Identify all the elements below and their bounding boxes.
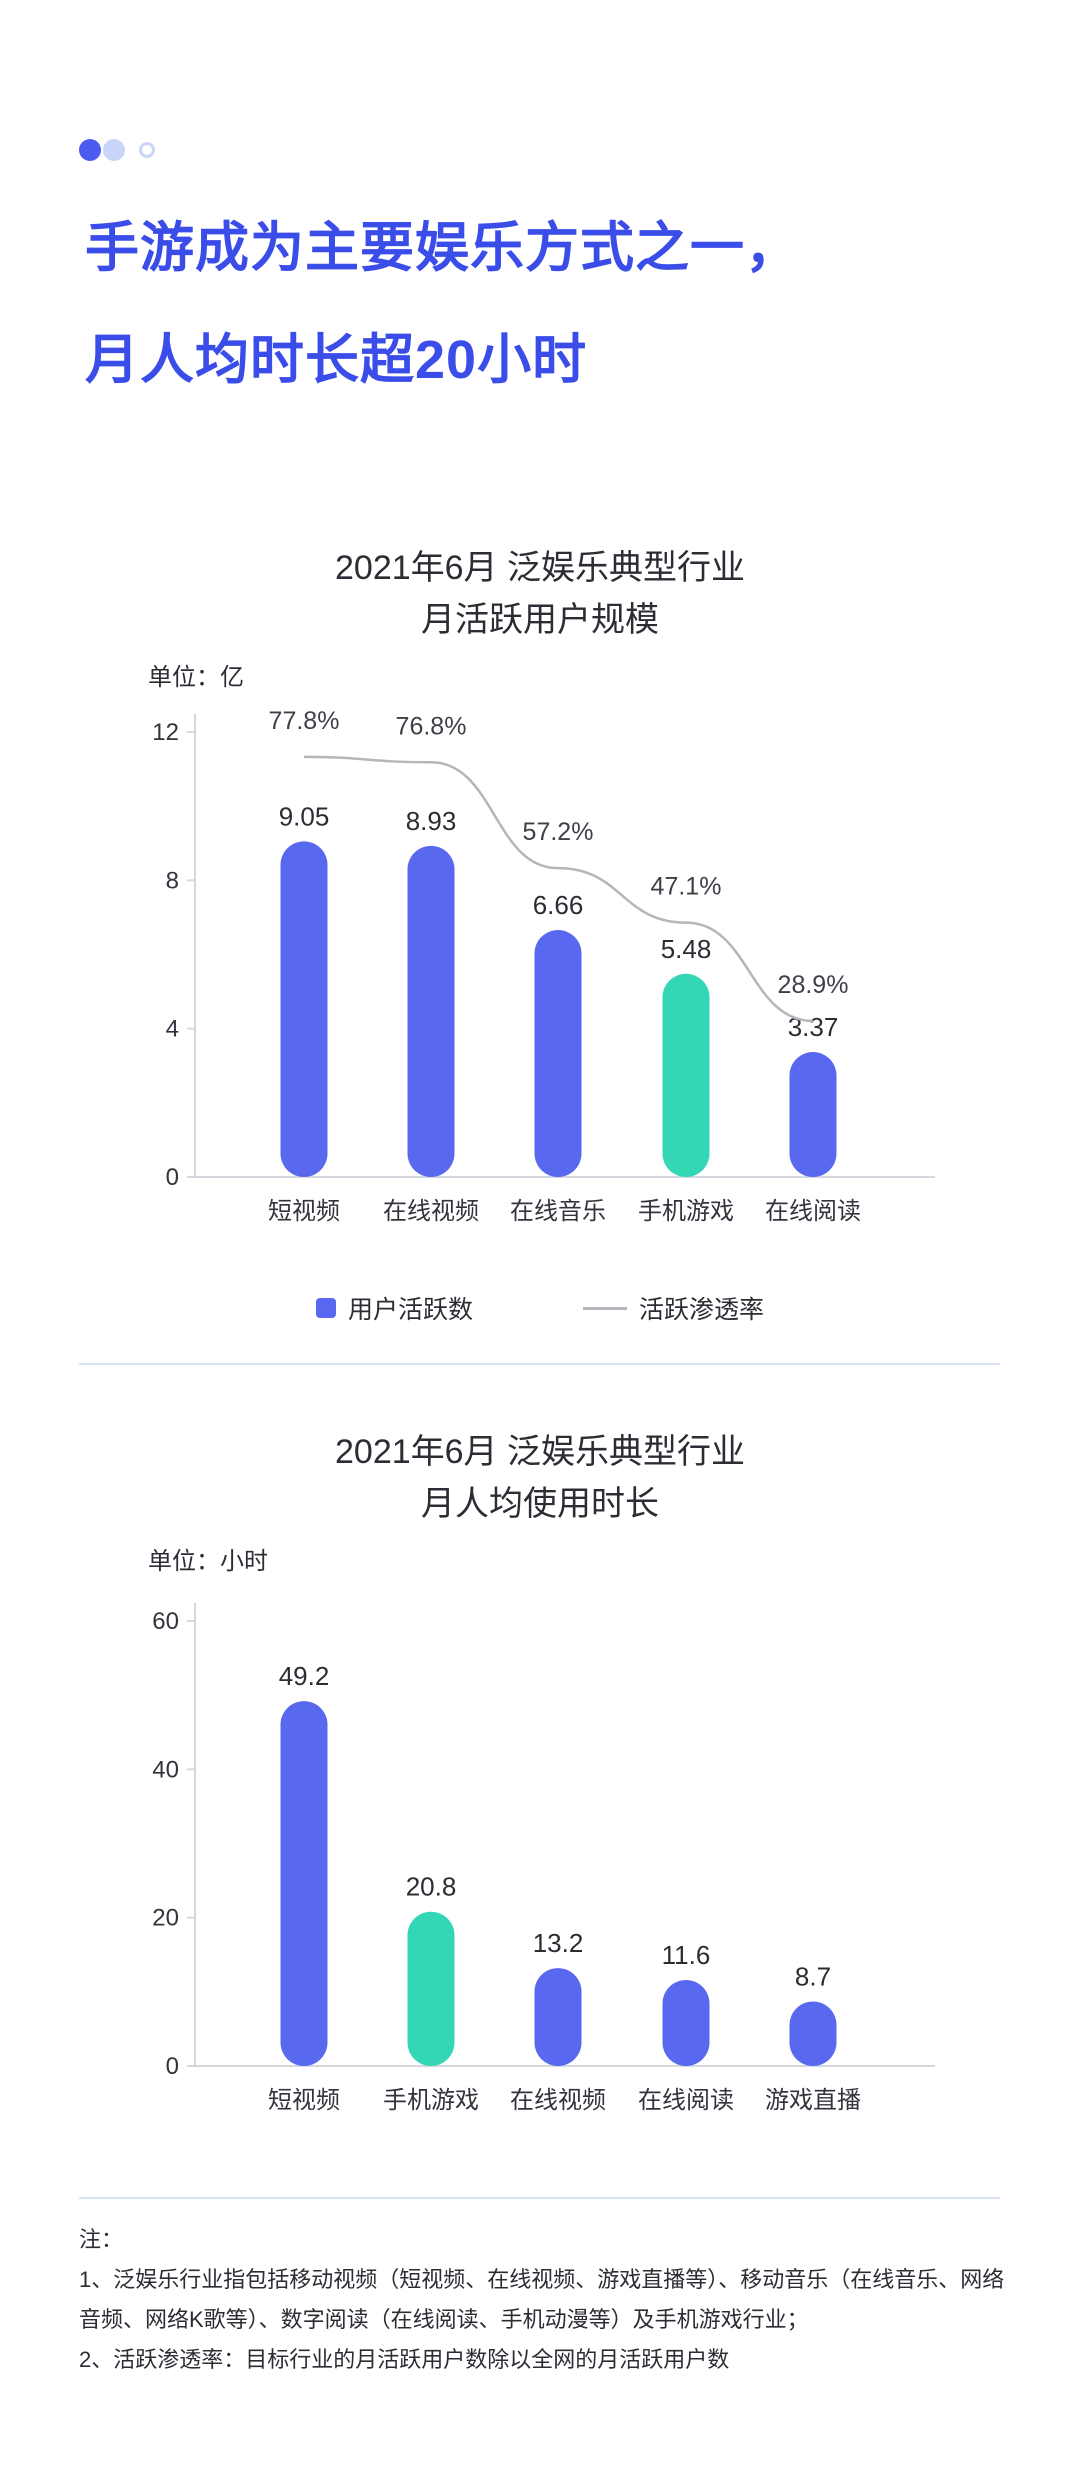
bar-value-label: 49.2 [279,1661,330,1691]
footnote-item-2: 2、活跃渗透率：目标行业的月活跃用户数除以全网的月活跃用户数 [79,2347,730,2372]
bar-在线阅读 [789,1052,837,1177]
pagination-dot-3[interactable] [139,142,155,158]
bar-value-label: 9.05 [279,801,330,831]
chart2-title: 2021年6月 泛娱乐典型行业 月人均使用时长 [0,1426,1080,1530]
chart1-unit-label: 单位：亿 [148,664,244,691]
penetration-value-label: 77.8% [269,707,340,735]
pagination-dot-1[interactable] [79,139,101,161]
penetration-value-label: 47.1% [651,873,722,901]
chart2-plot: 0 20 40 60 49.2 20.8 13.2 11.6 8.7 短视频 手机游戏 在线视频 在线阅… [152,1603,935,2114]
chart1-title-line1: 2021年6月 泛娱乐典型行业 [335,549,745,587]
bar-在线视频 [534,1968,582,2066]
bar-短视频 [280,841,328,1177]
legend-item-penetration: 活跃渗透率 [583,1290,764,1326]
x-category-label: 手机游戏 [638,1198,734,1225]
y-tick-label: 0 [166,2053,179,2080]
bar-value-label: 3.37 [788,1012,839,1042]
y-tick-label: 8 [166,867,179,894]
penetration-value-label: 28.9% [778,971,849,999]
penetration-trend-line [303,755,814,1023]
y-tick-label: 0 [166,1164,179,1191]
bar-游戏直播 [789,2001,837,2066]
chart1-legend: 用户活跃数 活跃渗透率 [0,1290,1080,1326]
bar-value-label: 8.93 [406,806,457,836]
x-category-label: 短视频 [268,1198,340,1225]
legend-item-active-users: 用户活跃数 [315,1290,473,1326]
bar-value-label: 20.8 [406,1872,457,1902]
page-title: 手游成为主要娱乐方式之一， 月人均时长超20小时 [85,192,800,416]
penetration-value-label: 57.2% [523,818,594,846]
x-category-label: 在线阅读 [638,2087,734,2114]
footnote-heading: 注： [79,2227,124,2252]
penetration-value-label: 76.8% [396,712,467,740]
x-category-label: 手机游戏 [383,2087,479,2114]
bar-在线视频 [407,845,455,1177]
bar-在线阅读 [662,1979,710,2066]
page-title-line1: 手游成为主要娱乐方式之一， [85,218,800,278]
x-category-label: 在线视频 [383,1198,479,1225]
y-tick-label: 20 [152,1905,179,1932]
legend-label-penetration: 活跃渗透率 [639,1296,765,1324]
y-tick-label: 60 [152,1608,179,1635]
y-tick-label: 4 [166,1016,179,1043]
x-category-label: 在线视频 [510,2087,606,2114]
pagination-dot-2[interactable] [103,139,125,161]
page-title-line2: 月人均时长超20小时 [85,330,588,390]
y-tick-label: 12 [152,719,179,746]
x-category-label: 短视频 [268,2087,340,2114]
bar-短视频 [280,1701,328,2066]
chart2-title-line2: 月人均使用时长 [421,1485,659,1523]
bar-value-label: 5.48 [661,934,712,964]
bar-手机游戏 [662,973,710,1177]
y-tick-label: 40 [152,1756,179,1783]
bar-value-label: 13.2 [533,1928,584,1958]
bar-手机游戏 [407,1911,455,2066]
line-swatch-icon [583,1306,627,1310]
chart1-plot: 0 4 8 12 9.05 8.93 6.66 5.48 3.37 短视频 在线视频 在线音乐 手机游戏… [152,707,935,1225]
chart2-unit-label: 单位：小时 [148,1548,268,1575]
bar-value-label: 6.66 [533,890,584,920]
bar-swatch-icon [315,1298,336,1318]
bar-value-label: 11.6 [662,1940,711,1970]
chart1-title: 2021年6月 泛娱乐典型行业 月活跃用户规模 [0,542,1080,646]
x-category-label: 在线音乐 [510,1198,606,1225]
footnotes: 注： 1、泛娱乐行业指包括移动视频（短视频、在线视频、游戏直播等）、移动音乐（在… [79,2220,1007,2380]
chart2-title-line1: 2021年6月 泛娱乐典型行业 [335,1433,745,1471]
x-category-label: 游戏直播 [765,2087,861,2114]
bar-在线音乐 [534,930,582,1177]
bar-value-label: 8.7 [795,1961,831,1991]
legend-label-active-users: 用户活跃数 [347,1296,473,1324]
footnote-item-1: 1、泛娱乐行业指包括移动视频（短视频、在线视频、游戏直播等）、移动音乐（在线音乐… [79,2267,1005,2332]
section-divider [79,1363,1000,1365]
x-category-label: 在线阅读 [765,1198,861,1225]
chart1-title-line2: 月活跃用户规模 [421,601,659,639]
section-divider [79,2197,1000,2199]
pagination-dots [79,139,155,161]
